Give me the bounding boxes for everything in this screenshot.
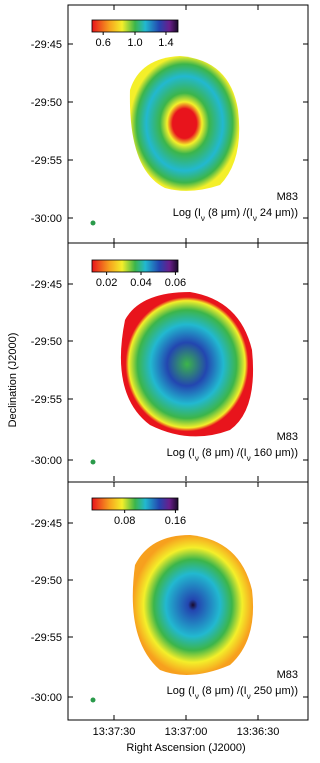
maps bbox=[90, 56, 254, 703]
label-part: ν bbox=[201, 214, 205, 223]
x-axis-label: Right Ascension (J2000) bbox=[126, 742, 245, 754]
y-tick-label: -29:55 bbox=[31, 632, 62, 644]
label-part: ν bbox=[195, 692, 199, 701]
colorbar-tick-label: 0.02 bbox=[96, 277, 117, 289]
y-tick-label: -29:50 bbox=[31, 575, 62, 587]
label-part: Log (I bbox=[167, 685, 195, 697]
ratio-label: Log (Iν (8 μm) /(Iν 250 μm)) bbox=[167, 685, 298, 701]
label-part: (8 μm) /(I bbox=[205, 207, 253, 219]
y-axis-label: Declination (J2000) bbox=[7, 333, 19, 428]
beam bbox=[90, 697, 96, 703]
colorbar-tick-label: 0.6 bbox=[96, 37, 111, 49]
colorbar-tick-label: 0.08 bbox=[114, 515, 135, 527]
map-image bbox=[120, 292, 254, 437]
x-tick-label: 13:36:30 bbox=[237, 726, 280, 738]
label-part: Log (I bbox=[167, 447, 195, 459]
y-tick-label: -29:55 bbox=[31, 155, 62, 167]
label-part: ν bbox=[247, 454, 251, 463]
colorbar bbox=[91, 19, 179, 33]
label-part: ν bbox=[253, 214, 257, 223]
y-tick-label: -29:50 bbox=[31, 97, 62, 109]
colorbar-tick-label: 0.06 bbox=[165, 277, 186, 289]
label-part: Log (I bbox=[173, 207, 201, 219]
label-part: 24 μm)) bbox=[257, 207, 298, 219]
y-tick-label: -30:00 bbox=[31, 455, 62, 467]
label-part: ν bbox=[195, 454, 199, 463]
label-part: (8 μm) /(I bbox=[199, 447, 247, 459]
ratio-label: Log (Iν (8 μm) /(Iν 160 μm)) bbox=[167, 447, 298, 463]
object-label: M83 bbox=[277, 191, 298, 203]
colorbar bbox=[91, 259, 179, 273]
y-tick-label: -29:45 bbox=[31, 279, 62, 291]
object-label: M83 bbox=[277, 669, 298, 681]
label-part: 160 μm)) bbox=[251, 447, 298, 459]
colorbar-tick-label: 0.04 bbox=[130, 277, 151, 289]
y-tick-label: -29:45 bbox=[31, 518, 62, 530]
beam bbox=[90, 220, 96, 226]
y-tick-label: -30:00 bbox=[31, 692, 62, 704]
colorbar bbox=[91, 497, 179, 511]
ratio-label: Log (Iν (8 μm) /(Iν 24 μm)) bbox=[173, 207, 298, 223]
label-part: ν bbox=[247, 692, 251, 701]
map-image bbox=[132, 535, 254, 675]
label-part: (8 μm) /(I bbox=[199, 685, 247, 697]
colorbar-tick-label: 1.4 bbox=[158, 37, 173, 49]
x-tick-label: 13:37:30 bbox=[93, 726, 136, 738]
beam bbox=[90, 459, 96, 465]
y-tick-label: -30:00 bbox=[31, 213, 62, 225]
colorbar-tick-label: 0.16 bbox=[165, 515, 186, 527]
map-image bbox=[129, 56, 240, 191]
x-tick-label: 13:37:00 bbox=[165, 726, 208, 738]
y-tick-label: -29:45 bbox=[31, 39, 62, 51]
y-tick-label: -29:50 bbox=[31, 336, 62, 348]
panel-frame bbox=[67, 481, 309, 721]
colorbar-tick-label: 1.0 bbox=[127, 37, 142, 49]
object-label: M83 bbox=[277, 431, 298, 443]
frames bbox=[67, 4, 309, 721]
label-part: 250 μm)) bbox=[251, 685, 298, 697]
y-tick-label: -29:55 bbox=[31, 394, 62, 406]
